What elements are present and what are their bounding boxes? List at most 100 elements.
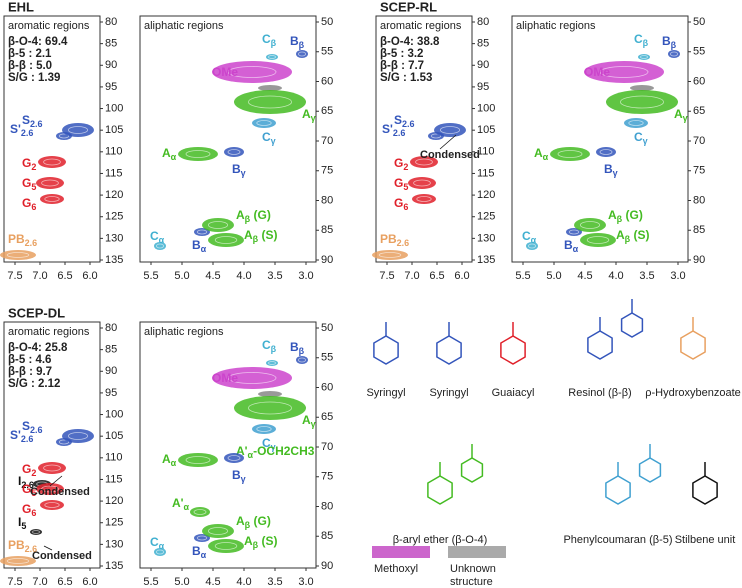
panel-title: SCEP-RL <box>380 0 437 14</box>
peak-label: Bγ <box>604 162 618 178</box>
contour-ring <box>6 558 30 564</box>
x-tick-label: 3.5 <box>267 576 282 588</box>
contour <box>36 483 64 495</box>
peak-main: G <box>22 156 31 170</box>
y-tick-label: 95 <box>105 81 117 93</box>
panel: SCEP-RL aromatic regions 80 85 90 95 100 105 110… <box>372 0 705 282</box>
y-tick-label: 75 <box>693 165 705 177</box>
contour <box>412 194 436 204</box>
region-heading: aromatic regions <box>8 326 90 338</box>
stat: β-β : 5.0 <box>8 60 52 72</box>
plot-frame <box>375 15 473 263</box>
peak-label: G5 <box>22 176 36 192</box>
peak-label: Bα <box>192 544 207 560</box>
y-tick-label: 70 <box>321 441 333 453</box>
contour <box>296 356 308 364</box>
contour <box>668 50 680 58</box>
contour <box>154 242 166 250</box>
peak-sub: β <box>617 214 623 224</box>
ring <box>605 475 631 505</box>
contour-ring <box>415 158 433 166</box>
y-tick-label: 105 <box>477 124 495 136</box>
panel: EHL aromatic regions 80 85 90 95 100 105 110 115 1… <box>0 0 333 282</box>
peak-label: PB2.6 <box>8 232 37 248</box>
contour-ring <box>527 243 536 249</box>
peak-label: G5 <box>22 482 36 498</box>
contour-ring <box>440 126 461 134</box>
y-tick-label: 85 <box>105 344 117 356</box>
peak-label: G5 <box>394 176 408 192</box>
region-heading: aliphatic regions <box>516 20 596 32</box>
peak-main: I <box>18 515 21 529</box>
peak-label: Aβ (S) <box>244 534 278 550</box>
contour <box>194 534 210 542</box>
peak-suffix: (G) <box>250 514 271 528</box>
plot-frame <box>3 321 101 569</box>
peak-sub: α <box>248 450 254 460</box>
peak-main: G <box>394 196 403 210</box>
x-tick-label: 4.0 <box>236 270 251 282</box>
y-tick-label: 100 <box>477 102 495 114</box>
peak-main: A <box>616 228 625 242</box>
contour-ring <box>227 455 241 461</box>
peak-sub: β <box>253 540 259 550</box>
ring <box>460 457 484 483</box>
peak-label: Bβ <box>290 340 305 356</box>
peak-main: A <box>162 146 171 160</box>
contour-ring <box>68 126 89 134</box>
peak-suffix: (G) <box>622 208 643 222</box>
contour <box>62 123 94 137</box>
peak-main: A <box>674 107 683 121</box>
peak-label: Aγ <box>674 107 688 123</box>
peak-label: PB2.6 <box>380 232 409 248</box>
peak-sub: 2.6 <box>25 238 38 248</box>
contour <box>208 233 244 247</box>
contour-ring <box>599 66 649 78</box>
peak-main: A <box>162 452 171 466</box>
unknown-contour <box>630 85 654 91</box>
peak-main: G <box>394 176 403 190</box>
contour-ring <box>185 456 211 464</box>
x-tick-label: 3.0 <box>670 270 685 282</box>
stat: S/G : 1.53 <box>380 72 432 84</box>
peak-label: Cα <box>150 229 165 245</box>
plot-frame <box>139 15 317 263</box>
peak-sub: 2.6 <box>393 128 406 138</box>
peak-sub: α <box>171 458 177 468</box>
peak-sub: 6 <box>31 508 36 518</box>
contour <box>40 194 64 204</box>
structure-label: Guaiacyl <box>492 387 535 399</box>
peak-label: S2.6 <box>22 419 43 435</box>
x-tick-label: 7.5 <box>7 270 22 282</box>
peak-label: Aα <box>534 146 549 162</box>
y-tick-label: 100 <box>105 408 123 420</box>
peak-main: I <box>18 474 21 488</box>
note: Condensed <box>420 149 480 161</box>
contour <box>62 429 94 443</box>
peak-label: Aβ (G) <box>236 514 271 530</box>
contour <box>202 218 234 232</box>
y-tick-label: 65 <box>321 411 333 423</box>
y-tick-label: 125 <box>105 517 123 529</box>
peak-suffix: (S) <box>258 228 277 242</box>
legend-label: structure <box>450 576 493 588</box>
contour <box>410 156 438 168</box>
peak-sub: 5 <box>31 488 36 498</box>
contour-ring <box>247 95 292 109</box>
peak-main: A <box>534 146 543 160</box>
peak-main: OMe <box>584 65 610 79</box>
peak-main: A <box>608 208 617 222</box>
contour-ring <box>44 196 60 202</box>
structure-label: Syringyl <box>429 387 468 399</box>
peak-label: A'α <box>172 496 190 512</box>
peak-sub: β <box>671 40 677 50</box>
peak-sub: α <box>201 244 207 254</box>
x-tick-label: 6.0 <box>454 270 469 282</box>
y-tick-label: 80 <box>105 322 117 334</box>
contour-ring <box>378 252 402 258</box>
y-tick-label: 85 <box>321 530 333 542</box>
contour-ring <box>256 426 272 432</box>
peak-sub: α <box>531 235 537 245</box>
x-tick-label: 3.0 <box>298 576 313 588</box>
peak-main: PB <box>8 538 25 552</box>
